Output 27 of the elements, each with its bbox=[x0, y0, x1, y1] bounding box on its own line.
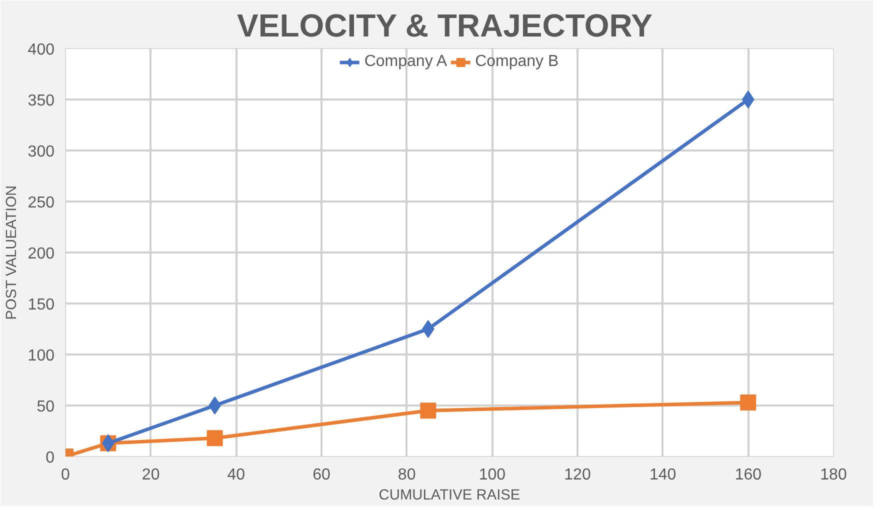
point bbox=[206, 430, 223, 446]
x-tick-label: 60 bbox=[312, 466, 330, 484]
y-tick-label: 300 bbox=[28, 144, 55, 160]
chart-title: VELOCITY & TRAJECTORY bbox=[237, 8, 652, 44]
x-tick-label: 80 bbox=[398, 466, 416, 484]
point bbox=[420, 402, 436, 419]
x-axis-title: CUMULATIVE RAISE bbox=[378, 488, 520, 504]
x-tick-label: 180 bbox=[820, 466, 847, 484]
y-tick-label: 0 bbox=[46, 450, 55, 466]
legend-label: Company A bbox=[364, 53, 448, 71]
y-tick-label: 350 bbox=[28, 92, 55, 110]
x-tick-label: 0 bbox=[61, 466, 70, 484]
x-tick-label: 160 bbox=[734, 466, 762, 484]
y-tick-label: 150 bbox=[28, 296, 55, 314]
y-tick-label: 200 bbox=[28, 246, 55, 262]
y-tick-label: 400 bbox=[28, 42, 55, 58]
y-tick-label: 50 bbox=[36, 398, 55, 416]
x-tick-label: 40 bbox=[227, 466, 246, 484]
point bbox=[740, 394, 756, 410]
legend-label: Company B bbox=[475, 53, 559, 71]
x-tick-label: 120 bbox=[564, 466, 591, 484]
y-axis-title: POST VALUEATION bbox=[4, 185, 20, 320]
y-tick-label: 100 bbox=[28, 348, 55, 364]
x-tick-label: 140 bbox=[649, 466, 676, 484]
y-tick-label: 250 bbox=[28, 194, 55, 212]
x-tick-label: 20 bbox=[142, 466, 160, 484]
x-tick-label: 100 bbox=[478, 466, 506, 484]
